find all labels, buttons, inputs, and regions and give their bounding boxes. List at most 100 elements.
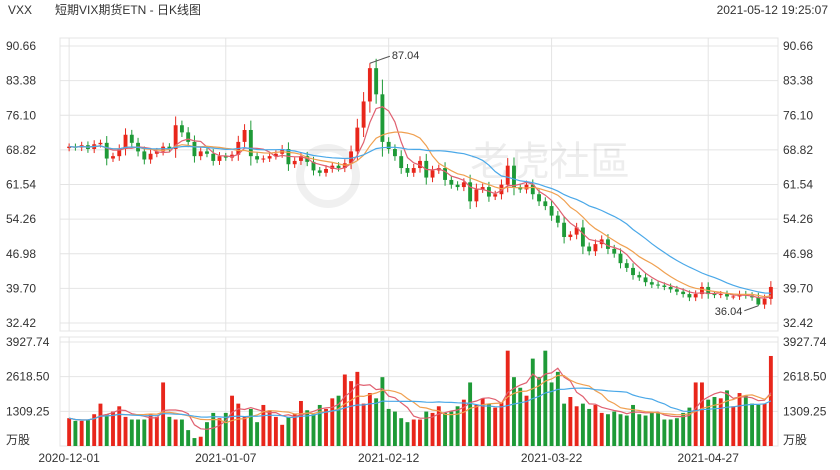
volume-bar	[292, 414, 297, 446]
candle-body	[104, 142, 109, 159]
date-tick-label: 2020-12-01	[38, 451, 100, 465]
volume-bar	[111, 411, 115, 446]
low-annotation-label: 36.04	[715, 306, 743, 318]
volume-bar	[186, 430, 191, 446]
candle-body	[198, 151, 203, 157]
volume-bar	[223, 412, 228, 446]
price-tick-label-left: 61.54	[6, 178, 36, 192]
volume-bar	[493, 407, 498, 446]
candle-body	[580, 227, 585, 247]
candle-body	[762, 298, 767, 305]
volume-bar	[486, 403, 491, 446]
volume-tick-label-left: 3927.74	[6, 335, 50, 349]
date-tick-label: 2021-02-12	[358, 451, 420, 465]
volume-bar	[512, 377, 516, 446]
candle-body	[217, 156, 222, 161]
volume-bar	[436, 406, 441, 446]
volume-bar	[637, 414, 642, 446]
volume-bar	[762, 403, 767, 446]
volume-bar	[123, 416, 128, 446]
volume-bar	[79, 420, 84, 446]
volume-bar	[205, 422, 209, 446]
price-annotations: 87.04 36.04	[369, 50, 759, 318]
price-tick-label-right: 32.42	[783, 316, 813, 330]
volume-bar	[424, 411, 429, 446]
candle-body	[468, 182, 473, 202]
volume-bar	[668, 419, 673, 446]
axis-labels: 90.66 90.66 83.38 83.38 76.10 76.10 68.82 68.82…	[6, 39, 827, 465]
volume-unit-label-right: 万股	[783, 433, 807, 447]
price-tick-label-right: 39.70	[783, 281, 813, 295]
candle-body	[117, 149, 122, 157]
candle-body	[349, 151, 354, 164]
candle-body	[167, 146, 172, 150]
date-tick-label: 2021-04-27	[678, 451, 740, 465]
price-tick-label-left: 90.66	[6, 39, 36, 53]
volume-bar	[236, 403, 241, 446]
candle-body	[179, 125, 184, 133]
candle-body	[311, 161, 316, 171]
candle-body	[336, 165, 341, 169]
volume-bar	[643, 415, 648, 446]
candle-body	[111, 156, 115, 159]
volume-bar	[599, 412, 604, 446]
volume-bar	[104, 414, 109, 446]
candle-body	[123, 134, 128, 150]
volume-bar	[662, 419, 667, 446]
candle-body	[98, 142, 103, 145]
candle-body	[593, 244, 598, 252]
volume-bar	[461, 399, 466, 446]
candle-body	[693, 294, 698, 298]
volume-bar	[92, 414, 97, 446]
volume-bar	[129, 419, 134, 446]
volume-bar	[367, 393, 372, 446]
volume-bar	[568, 397, 573, 446]
volume-bar	[649, 412, 654, 446]
volume-bar	[411, 419, 416, 446]
volume-bar	[261, 404, 266, 446]
candle-body	[587, 246, 592, 252]
candle-body	[392, 149, 397, 157]
volume-bar	[731, 406, 736, 446]
candle-body	[505, 165, 510, 185]
ma20-line	[69, 145, 771, 294]
timestamp: 2021-05-12 19:25:07	[716, 3, 828, 17]
candle-body	[637, 275, 642, 278]
volume-bar	[361, 403, 366, 446]
candle-body	[154, 151, 159, 154]
candle-body	[386, 141, 391, 150]
volume-bar	[242, 416, 247, 446]
volume-bar	[267, 410, 272, 446]
candle-body	[530, 184, 535, 195]
candle-body	[499, 184, 504, 195]
candle-body	[674, 289, 679, 292]
volume-bar	[386, 408, 391, 446]
candle-body	[681, 291, 686, 295]
date-tick-label: 2021-01-07	[195, 451, 257, 465]
volume-bar	[612, 411, 617, 446]
price-tick-label-left: 46.98	[6, 247, 36, 261]
candle-body	[430, 170, 435, 178]
volume-bar	[593, 404, 598, 446]
volume-bar	[117, 406, 122, 446]
candle-body	[549, 206, 554, 216]
volume-unit-label-left: 万股	[6, 433, 30, 447]
price-tick-label-left: 83.38	[6, 74, 36, 88]
price-tick-label-left: 54.26	[6, 212, 36, 226]
candle-body	[712, 294, 717, 296]
volume-bar	[67, 418, 72, 446]
volume-bar	[656, 412, 661, 446]
high-annotation-leader	[369, 55, 391, 64]
price-tick-label-left: 39.70	[6, 281, 36, 295]
volume-tick-label-right: 3927.74	[783, 335, 827, 349]
candle-body	[493, 194, 498, 197]
volume-bar	[349, 381, 354, 446]
price-tick-label-right: 61.54	[783, 178, 813, 192]
candle-body	[261, 158, 266, 160]
candle-body	[361, 101, 366, 128]
high-annotation-label: 87.04	[392, 50, 420, 62]
volume-bar	[562, 403, 567, 446]
candle-body	[324, 168, 328, 173]
